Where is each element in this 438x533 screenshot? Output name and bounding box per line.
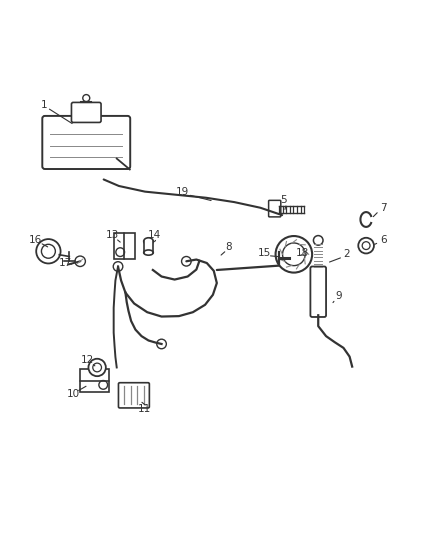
Circle shape xyxy=(182,256,191,266)
FancyBboxPatch shape xyxy=(268,200,281,217)
Text: 17: 17 xyxy=(59,258,72,268)
Circle shape xyxy=(157,339,166,349)
Text: 16: 16 xyxy=(29,235,42,245)
Circle shape xyxy=(113,262,123,271)
Text: 2: 2 xyxy=(343,249,350,260)
Bar xyxy=(80,369,110,392)
Text: 14: 14 xyxy=(148,230,161,240)
Text: 12: 12 xyxy=(81,355,94,365)
FancyBboxPatch shape xyxy=(42,116,130,169)
Ellipse shape xyxy=(144,250,153,255)
Circle shape xyxy=(75,256,85,266)
Circle shape xyxy=(83,94,90,102)
Text: 1: 1 xyxy=(41,100,47,110)
Text: 8: 8 xyxy=(225,242,232,252)
Ellipse shape xyxy=(144,238,153,245)
Text: 11: 11 xyxy=(138,404,151,414)
FancyBboxPatch shape xyxy=(118,383,149,408)
Text: 13: 13 xyxy=(106,230,119,240)
Text: 19: 19 xyxy=(175,187,189,197)
Circle shape xyxy=(88,359,106,376)
Circle shape xyxy=(276,236,312,272)
Text: 7: 7 xyxy=(380,203,387,213)
Circle shape xyxy=(358,238,374,254)
Bar xyxy=(114,233,134,259)
FancyBboxPatch shape xyxy=(311,266,326,317)
Text: 5: 5 xyxy=(280,196,287,205)
Text: 6: 6 xyxy=(380,235,387,245)
Circle shape xyxy=(314,236,323,245)
FancyBboxPatch shape xyxy=(71,102,101,123)
Circle shape xyxy=(36,239,60,263)
Text: 15: 15 xyxy=(258,247,271,257)
Text: 18: 18 xyxy=(296,247,309,257)
Text: 9: 9 xyxy=(336,291,342,301)
Text: 10: 10 xyxy=(67,389,80,399)
Bar xyxy=(144,241,153,253)
